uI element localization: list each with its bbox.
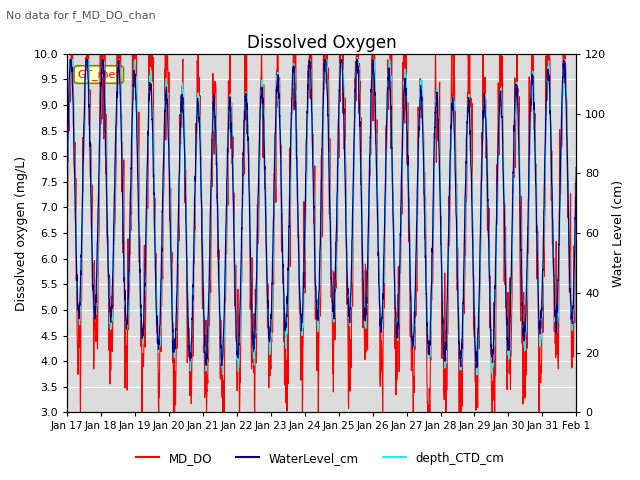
Legend: MD_DO, WaterLevel_cm, depth_CTD_cm: MD_DO, WaterLevel_cm, depth_CTD_cm [131,447,509,469]
Title: Dissolved Oxygen: Dissolved Oxygen [247,34,397,52]
Y-axis label: Dissolved oxygen (mg/L): Dissolved oxygen (mg/L) [15,156,28,311]
Text: GT_met: GT_met [77,69,120,80]
Y-axis label: Water Level (cm): Water Level (cm) [612,180,625,287]
Text: No data for f_MD_DO_chan: No data for f_MD_DO_chan [6,10,156,21]
